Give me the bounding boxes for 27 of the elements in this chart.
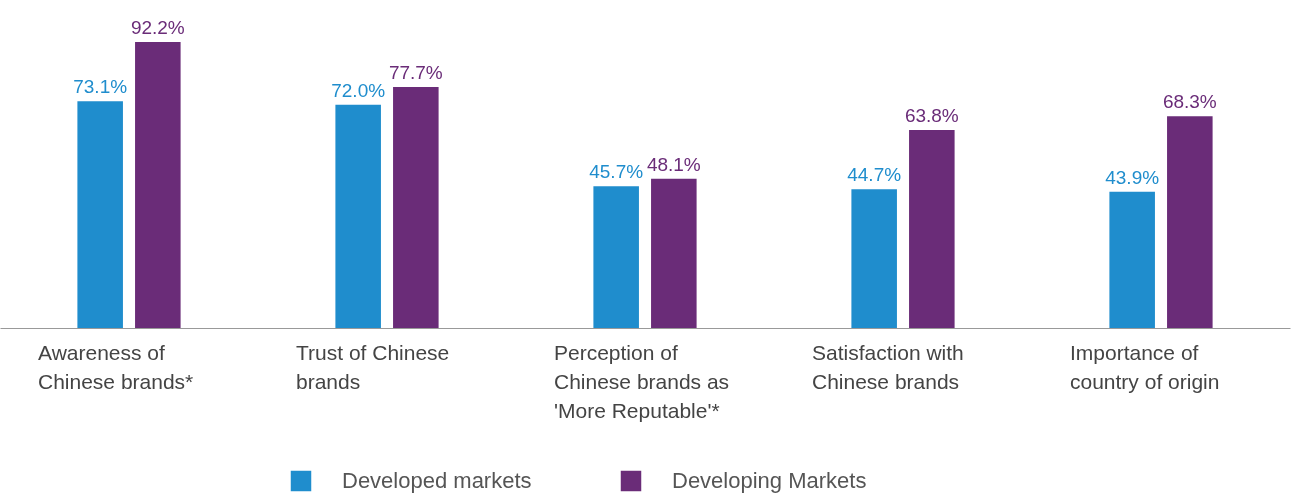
bar [393,86,439,328]
legend-label: Developed markets [342,468,532,493]
bar [135,42,181,328]
x-tick-label: Awareness of Chinese brands* [38,340,194,393]
data-label: 73.1% [73,76,128,98]
bar [77,101,123,328]
data-label: 72.0% [331,79,386,101]
data-label: 43.9% [1105,166,1160,188]
bar [1109,191,1155,328]
data-label: 68.3% [1162,91,1217,113]
bar [1167,116,1213,328]
x-tick-label: Trust of Chinese brands [296,340,450,393]
bar [335,104,381,328]
bar [909,130,955,328]
bar [851,189,897,328]
data-label: 44.7% [847,164,902,186]
x-tick-label: Importance of country of origin [1070,340,1220,393]
bar [651,178,697,328]
data-label: 77.7% [388,61,443,83]
x-tick-label: Satisfaction with Chinese brands [812,340,964,393]
data-label: 45.7% [589,161,644,183]
bar [593,186,639,328]
data-label: 63.8% [904,105,959,127]
data-label: 48.1% [646,153,701,175]
legend-label: Developing Markets [672,468,867,493]
data-label: 92.2% [130,17,185,38]
x-tick-label: Perception of Chinese brands as 'More Reputable'* [554,340,730,422]
